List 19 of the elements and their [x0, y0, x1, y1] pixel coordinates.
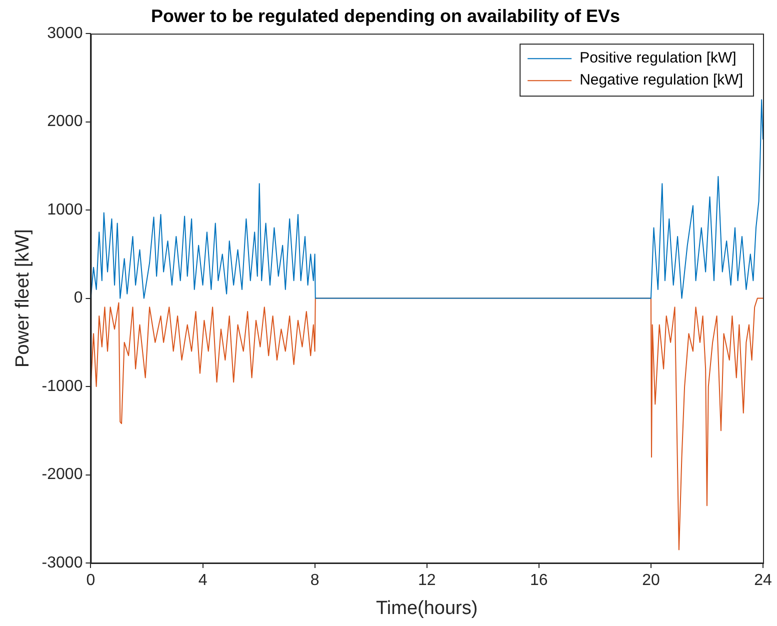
y-tick-label: -2000: [42, 466, 83, 484]
y-tick-label: -1000: [42, 378, 83, 395]
x-axis-title: Time(hours): [376, 598, 478, 619]
x-tick-label: 20: [642, 572, 660, 590]
x-tick-label: 4: [198, 572, 208, 590]
x-tick-label: 16: [530, 572, 548, 590]
x-tick-label: 0: [86, 572, 96, 590]
legend-label: Negative regulation [kW]: [580, 72, 744, 89]
x-tick-label: 12: [418, 572, 436, 590]
legend-label: Positive regulation [kW]: [580, 50, 736, 67]
x-tick-label: 24: [754, 572, 772, 590]
y-tick-label: 3000: [47, 25, 83, 42]
x-tick-label: 8: [310, 572, 320, 590]
y-tick-label: 0: [74, 290, 83, 307]
y-tick-label: -3000: [42, 554, 83, 572]
y-axis-title: Power fleet [kW]: [12, 229, 34, 368]
y-tick-label: 2000: [47, 113, 83, 130]
chart-title: Power to be regulated depending on availability of EVs: [150, 6, 620, 26]
y-tick-label: 1000: [47, 201, 83, 218]
